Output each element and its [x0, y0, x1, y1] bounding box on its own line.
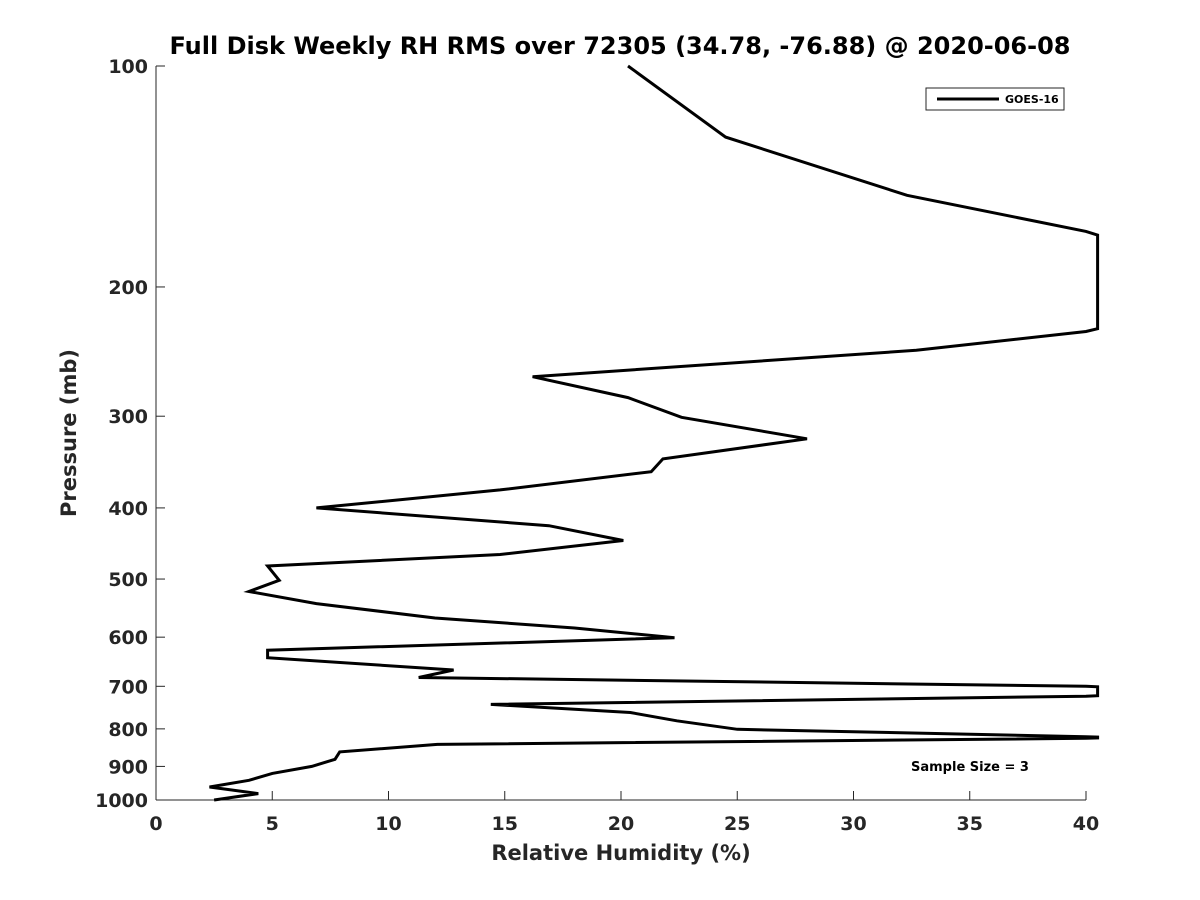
x-tick-label: 30 [840, 813, 866, 835]
chart-title: Full Disk Weekly RH RMS over 72305 (34.7… [169, 32, 1070, 60]
y-tick-label: 800 [108, 719, 148, 741]
sample-size-annotation: Sample Size = 3 [911, 760, 1029, 775]
x-tick-label: 40 [1073, 813, 1099, 835]
y-tick-label: 400 [108, 498, 148, 520]
x-tick-label: 25 [724, 813, 750, 835]
series-line-goes16 [209, 64, 1100, 802]
y-tick-label: 500 [108, 569, 148, 591]
y-tick-label: 900 [108, 756, 148, 778]
x-tick-label: 20 [608, 813, 634, 835]
plot-area: 0 5 10 15 20 25 30 35 40 100 200 300 400 500 600 700 80… [95, 56, 1099, 835]
y-tick-label: 1000 [95, 790, 148, 812]
x-axis-label: Relative Humidity (%) [491, 841, 750, 865]
y-axis-label: Pressure (mb) [57, 349, 81, 517]
y-tick-label: 200 [108, 277, 148, 299]
x-tick-label: 5 [266, 813, 279, 835]
legend-label: GOES-16 [1005, 93, 1059, 106]
x-tick-label: 0 [149, 813, 162, 835]
y-tick-label: 300 [108, 406, 148, 428]
y-tick-label: 700 [108, 676, 148, 698]
legend: GOES-16 [925, 87, 1065, 111]
x-tick-label: 10 [375, 813, 401, 835]
y-tick-label: 600 [108, 627, 148, 649]
x-axis: 0 5 10 15 20 25 30 35 40 [149, 791, 1099, 835]
x-tick-label: 15 [492, 813, 518, 835]
y-axis: 100 200 300 400 500 600 700 800 900 1000 [95, 56, 165, 812]
x-tick-label: 35 [957, 813, 983, 835]
y-tick-label: 100 [108, 56, 148, 78]
